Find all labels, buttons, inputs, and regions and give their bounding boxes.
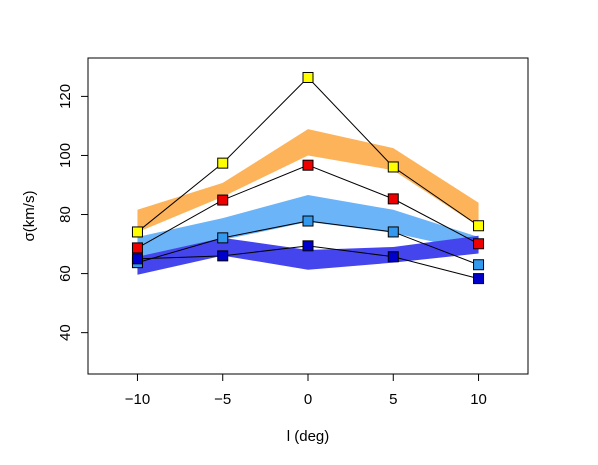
x-tick-label: 10 — [470, 391, 487, 408]
marker — [217, 250, 229, 262]
marker — [387, 251, 399, 263]
marker — [217, 157, 229, 169]
band — [137, 195, 479, 258]
x-tick-label: 0 — [304, 391, 312, 408]
y-tick-label: 40 — [57, 324, 74, 341]
x-tick-label: −5 — [214, 391, 231, 408]
marker — [302, 71, 314, 83]
marker — [217, 194, 229, 206]
y-tick-label: 120 — [57, 84, 74, 109]
marker — [302, 215, 314, 227]
marker — [131, 253, 143, 265]
marker — [473, 273, 485, 285]
marker — [473, 220, 485, 232]
marker — [302, 159, 314, 171]
marker — [217, 232, 229, 244]
marker — [131, 242, 143, 254]
y-tick-label: 100 — [57, 143, 74, 168]
band — [137, 235, 479, 275]
marker — [473, 259, 485, 271]
y-tick-label: 60 — [57, 265, 74, 282]
marker — [387, 161, 399, 173]
marker — [131, 226, 143, 238]
y-tick-label: 80 — [57, 206, 74, 223]
x-tick-label: 5 — [389, 391, 397, 408]
marker — [387, 193, 399, 205]
x-tick-label: −10 — [125, 391, 150, 408]
x-axis-label: l (deg) — [287, 428, 330, 445]
y-axis-label: σ(km/s) — [21, 191, 38, 242]
marker — [473, 238, 485, 250]
band — [137, 129, 479, 233]
marker — [302, 240, 314, 252]
marker — [387, 226, 399, 238]
